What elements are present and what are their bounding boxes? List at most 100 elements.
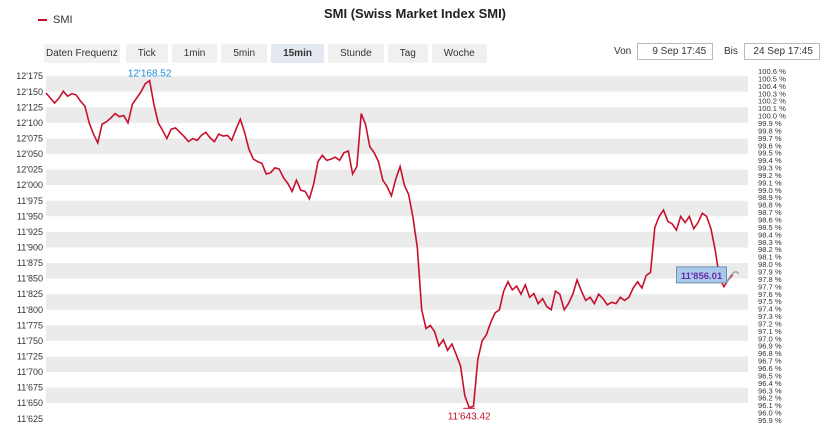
y-tick-label: 11'650: [17, 398, 43, 408]
percent-tick-label: 98.4 %: [758, 230, 782, 239]
grid-band: [46, 325, 748, 341]
frequency-toolbar: Daten Frequenz Tick 1min 5min 15min Stun…: [44, 44, 491, 63]
percent-axis-labels: 100.6 %100.5 %100.4 %100.3 %100.2 %100.1…: [758, 67, 786, 425]
from-date-input[interactable]: 9 Sep 17:45: [637, 43, 714, 60]
percent-tick-label: 100.4 %: [758, 82, 786, 91]
y-tick-label: 11'875: [17, 258, 43, 268]
y-axis-labels: 12'175 12'150 12'125 12'100 12'075 12'050 12'0…: [16, 71, 43, 424]
percent-tick-label: 100.0 %: [758, 112, 786, 121]
y-tick-label: 11'900: [17, 243, 43, 253]
freq-button-5min[interactable]: 5min: [221, 44, 268, 63]
y-tick-label: 11'775: [17, 320, 43, 330]
low-annotation: 11'643.42: [448, 411, 491, 422]
range-from: Von 9 Sep 17:45: [614, 43, 714, 60]
percent-tick-label: 96.7 %: [758, 357, 782, 366]
percent-tick-label: 97.6 %: [758, 290, 782, 299]
percent-tick-label: 99.0 %: [758, 186, 782, 195]
to-date-input[interactable]: 24 Sep 17:45: [743, 43, 820, 60]
percent-tick-label: 98.1 %: [758, 253, 782, 262]
y-tick-label: 11'825: [17, 289, 43, 299]
grid-band: [46, 387, 748, 404]
percent-tick-label: 98.3 %: [758, 238, 782, 247]
percent-tick-label: 97.9 %: [758, 267, 782, 276]
y-tick-label: 11'950: [17, 211, 43, 221]
percent-tick-label: 96.8 %: [758, 349, 782, 358]
grid-band: [46, 216, 748, 232]
chart-legend: SMI: [38, 14, 73, 26]
chart-title: SMI (Swiss Market Index SMI): [323, 6, 507, 21]
y-tick-label: 12'075: [16, 134, 43, 144]
freq-button-tick[interactable]: Tick: [125, 44, 168, 63]
percent-tick-label: 97.5 %: [758, 297, 782, 306]
percent-tick-label: 98.5 %: [758, 223, 782, 232]
grid-band: [46, 76, 748, 92]
frequency-label: Daten Frequenz: [44, 44, 120, 63]
y-tick-label: 11'725: [17, 351, 43, 361]
y-tick-label: 12'150: [16, 87, 43, 97]
percent-tick-label: 100.5 %: [758, 74, 786, 83]
grid-band: [46, 200, 748, 217]
percent-tick-label: 97.8 %: [758, 275, 782, 284]
percent-tick-label: 99.8 %: [758, 126, 782, 135]
grid-band: [46, 185, 748, 201]
hover-tail: [725, 271, 740, 284]
high-annotation: 12'168.52: [128, 68, 172, 79]
grid-band: [46, 309, 748, 326]
y-tick-label: 12'125: [16, 102, 43, 112]
percent-tick-label: 99.2 %: [758, 171, 782, 180]
grid-band: [46, 372, 748, 388]
percent-tick-label: 99.1 %: [758, 178, 782, 187]
y-tick-label: 11'750: [17, 336, 43, 346]
freq-button-woche[interactable]: Woche: [431, 44, 487, 63]
last-value-label: 11'856.01: [681, 271, 723, 282]
percent-tick-label: 99.3 %: [758, 164, 782, 173]
grid-band: [46, 138, 748, 155]
y-tick-label: 12'000: [16, 180, 43, 190]
y-tick-label: 11'700: [17, 367, 43, 377]
y-tick-label: 11'925: [17, 227, 43, 237]
percent-tick-label: 99.6 %: [758, 141, 782, 150]
percent-tick-label: 99.9 %: [758, 119, 782, 128]
percent-tick-label: 97.0 %: [758, 334, 782, 343]
grid-band: [46, 107, 748, 123]
percent-tick-label: 98.9 %: [758, 193, 782, 202]
grid-band: [46, 263, 748, 279]
percent-tick-label: 96.3 %: [758, 386, 782, 395]
y-tick-label: 11'800: [17, 305, 43, 315]
percent-tick-label: 99.5 %: [758, 149, 782, 158]
freq-button-1min[interactable]: 1min: [171, 44, 218, 63]
percent-tick-label: 98.6 %: [758, 216, 782, 225]
percent-tick-label: 98.0 %: [758, 260, 782, 269]
percent-tick-label: 100.6 %: [758, 67, 786, 76]
to-label: Bis: [724, 46, 738, 57]
annotations: 12'168.52 11'643.42 11'856.01: [128, 68, 740, 422]
grid-band: [46, 122, 748, 139]
legend-swatch: [38, 19, 47, 21]
grid-bands: [46, 76, 748, 419]
from-label: Von: [614, 46, 632, 57]
percent-tick-label: 97.1 %: [758, 327, 782, 336]
percent-tick-label: 100.3 %: [758, 89, 786, 98]
percent-tick-label: 96.1 %: [758, 401, 782, 410]
percent-tick-label: 98.7 %: [758, 208, 782, 217]
percent-tick-label: 96.0 %: [758, 409, 782, 418]
y-tick-label: 11'625: [17, 414, 43, 424]
grid-band: [46, 294, 748, 310]
percent-tick-label: 95.9 %: [758, 416, 782, 425]
freq-button-15min[interactable]: 15min: [271, 44, 324, 63]
percent-tick-label: 97.4 %: [758, 305, 782, 314]
y-tick-label: 11'850: [17, 274, 43, 284]
percent-tick-label: 100.2 %: [758, 97, 786, 106]
legend-label: SMI: [53, 14, 73, 26]
series-line-smi: [45, 79, 734, 409]
percent-tick-label: 99.4 %: [758, 156, 782, 165]
freq-button-tag[interactable]: Tag: [387, 44, 428, 63]
freq-button-stunde[interactable]: Stunde: [327, 44, 384, 63]
grid-band: [46, 91, 748, 108]
percent-tick-label: 99.7 %: [758, 134, 782, 143]
percent-tick-label: 97.2 %: [758, 319, 782, 328]
percent-tick-label: 96.9 %: [758, 342, 782, 351]
percent-tick-label: 96.6 %: [758, 364, 782, 373]
last-value-box: [676, 266, 727, 284]
